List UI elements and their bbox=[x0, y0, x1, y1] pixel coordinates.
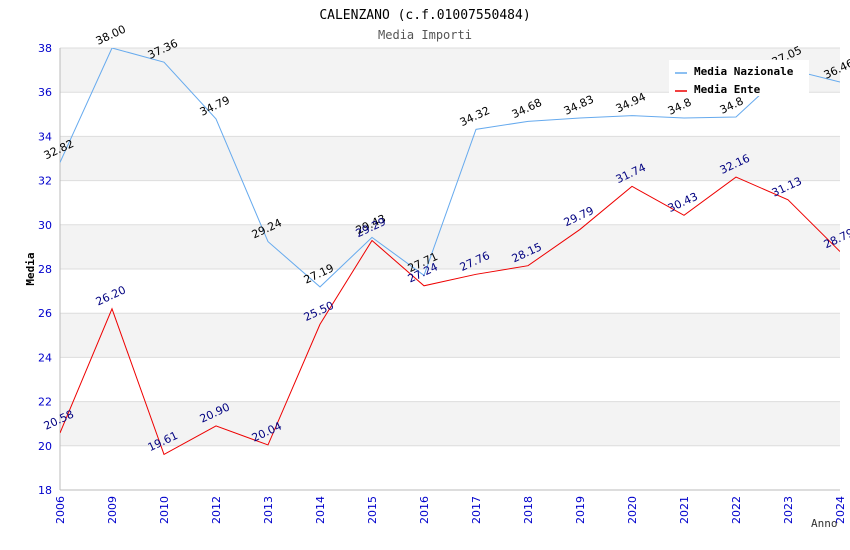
y-tick-label: 38 bbox=[38, 42, 52, 55]
x-tick-label: 2022 bbox=[730, 496, 743, 524]
legend-box bbox=[669, 60, 809, 96]
x-tick-label: 2024 bbox=[834, 496, 847, 524]
data-label-media-nazionale: 38.00 bbox=[94, 23, 128, 48]
x-tick-label: 2010 bbox=[158, 496, 171, 524]
series-line-media-ente bbox=[60, 176, 840, 456]
plot-band bbox=[60, 401, 840, 446]
x-tick-labels: 2006 2009 2010 2012 2013 2014 2015 2016 2017 2018… bbox=[54, 496, 847, 524]
legend-label-media-ente: Media Ente bbox=[694, 83, 761, 96]
x-tick-label: 2017 bbox=[470, 496, 483, 524]
plot-band bbox=[60, 313, 840, 358]
plot-band bbox=[60, 136, 840, 181]
plot-band bbox=[60, 269, 840, 314]
x-tick-label: 2014 bbox=[314, 496, 327, 524]
y-axis-title: Media bbox=[24, 252, 37, 285]
y-tick-label: 24 bbox=[38, 351, 52, 364]
series-lines bbox=[60, 48, 840, 456]
x-tick-label: 2006 bbox=[54, 496, 67, 524]
y-tick-label: 20 bbox=[38, 440, 52, 453]
x-tick-label: 2023 bbox=[782, 496, 795, 524]
x-tick-label: 2020 bbox=[626, 496, 639, 524]
x-tick-label: 2012 bbox=[210, 496, 223, 524]
chart-title: CALENZANO (c.f.01007550484) bbox=[319, 8, 530, 23]
y-tick-label: 18 bbox=[38, 484, 52, 497]
plot-band bbox=[60, 92, 840, 137]
y-tick-label: 26 bbox=[38, 307, 52, 320]
plot-band bbox=[60, 357, 840, 402]
y-tick-label: 32 bbox=[38, 175, 52, 188]
y-tick-labels: 18 20 22 24 26 28 30 32 34 36 38 bbox=[38, 42, 52, 497]
x-tick-label: 2021 bbox=[678, 496, 691, 524]
y-tick-label: 28 bbox=[38, 263, 52, 276]
plot-bands bbox=[60, 48, 840, 490]
legend: Media Nazionale Media Ente bbox=[669, 60, 809, 96]
plot-band bbox=[60, 445, 840, 490]
x-tick-label: 2016 bbox=[418, 496, 431, 524]
legend-label-media-nazionale: Media Nazionale bbox=[694, 65, 794, 78]
x-tick-label: 2018 bbox=[522, 496, 535, 524]
series-line-media-nazionale bbox=[60, 48, 840, 288]
chart-subtitle: Media Importi bbox=[378, 28, 472, 42]
y-tick-label: 34 bbox=[38, 130, 52, 143]
y-tick-label: 30 bbox=[38, 219, 52, 232]
x-tick-label: 2013 bbox=[262, 496, 275, 524]
x-tick-label: 2015 bbox=[366, 496, 379, 524]
x-axis-title: Anno bbox=[811, 517, 838, 530]
y-tick-label: 36 bbox=[38, 86, 52, 99]
plot-band bbox=[60, 224, 840, 269]
y-tick-label: 22 bbox=[38, 396, 52, 409]
x-tick-label: 2009 bbox=[106, 496, 119, 524]
x-tick-label: 2019 bbox=[574, 496, 587, 524]
